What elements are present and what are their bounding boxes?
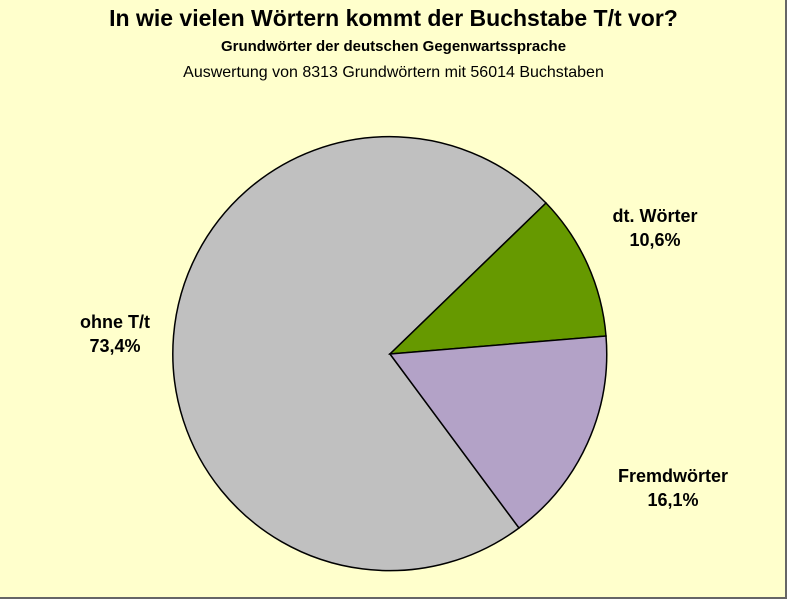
label-dt-woerter: dt. Wörter 10,6% (590, 204, 720, 252)
slice-ohne (172, 135, 548, 572)
label-value: 10,6% (629, 230, 681, 250)
chart-subtitle: Grundwörter der deutschen Gegenwartsspra… (220, 38, 567, 55)
slice-fremdwoerter (388, 335, 608, 530)
label-value: 73,4% (89, 336, 141, 356)
label-value: 16,1% (647, 490, 699, 510)
chart-title: In wie vielen Wörtern kommt der Buchstab… (109, 5, 678, 31)
slice-dt-woerter (387, 201, 607, 355)
label-fremdwoerter: Fremdwörter 16,1% (598, 464, 748, 512)
label-name: Fremdwörter (617, 466, 729, 486)
label-name: dt. Wörter (612, 206, 698, 226)
chart-subtitle-2: Auswertung von 8313 Grundwörtern mit 560… (183, 64, 604, 81)
label-ohne: ohne T/t 73,4% (60, 310, 170, 358)
label-name: ohne T/t (80, 312, 150, 332)
